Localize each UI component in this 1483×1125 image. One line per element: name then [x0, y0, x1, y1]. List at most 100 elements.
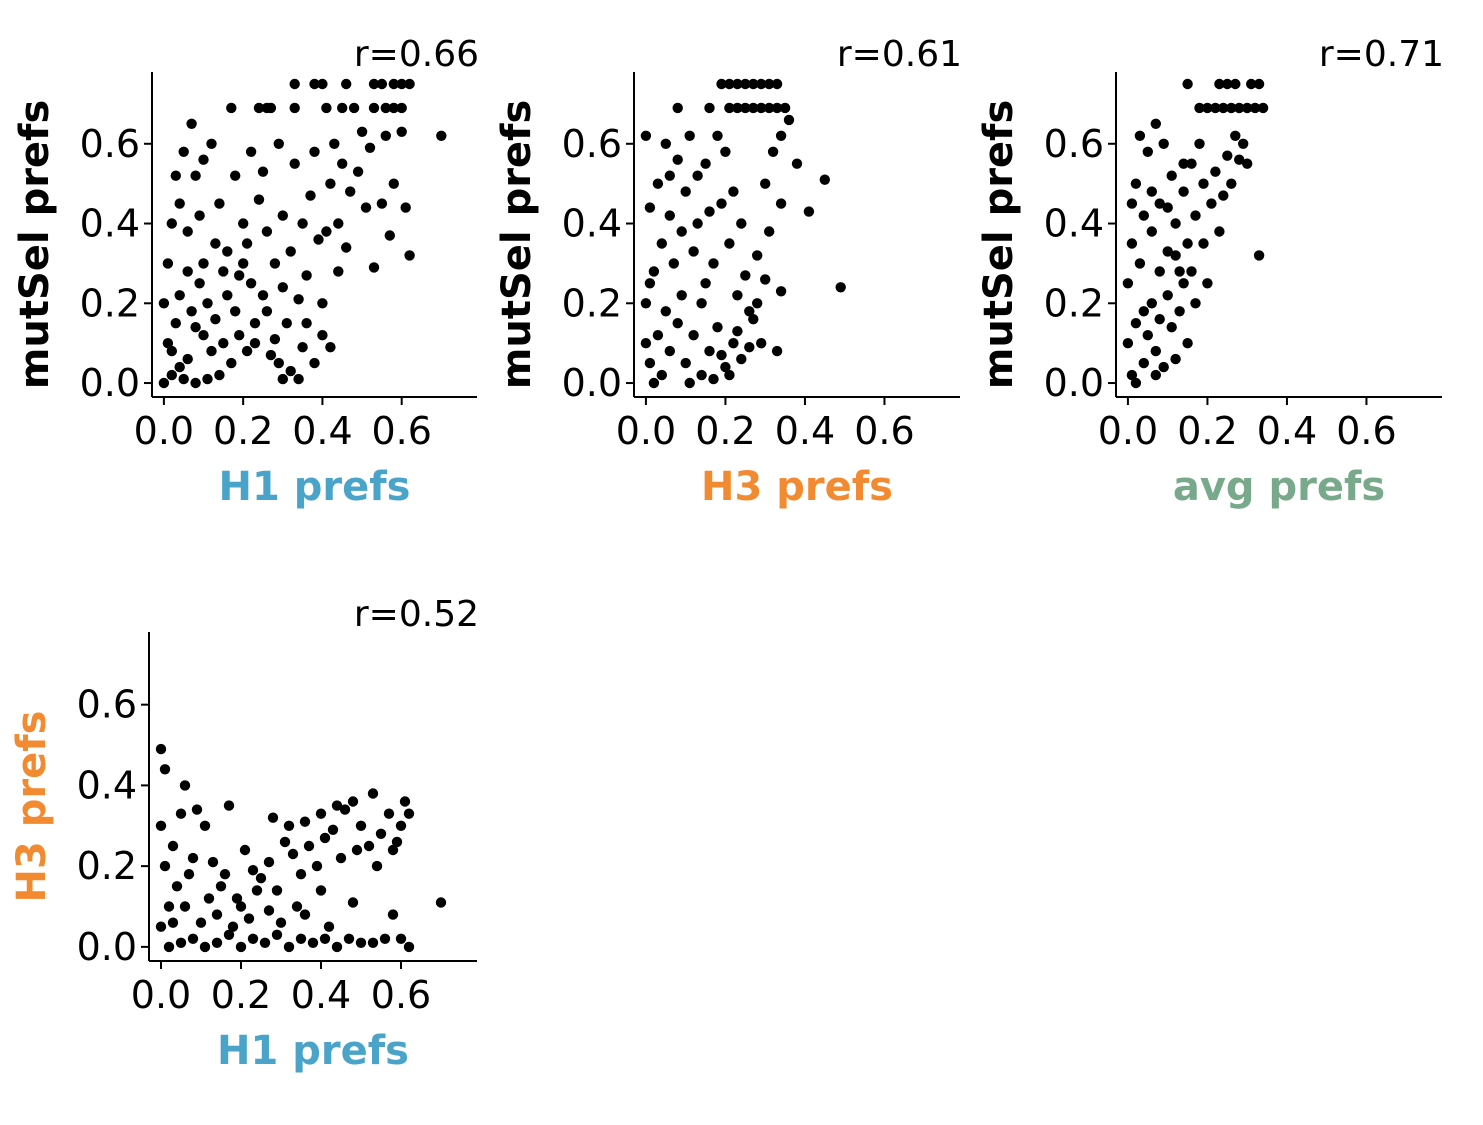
- data-point: [190, 170, 201, 181]
- data-point: [1162, 202, 1173, 213]
- data-point: [676, 290, 687, 301]
- data-point: [1234, 154, 1245, 165]
- x-tick-label: 0.4: [1257, 409, 1317, 453]
- data-point: [174, 290, 185, 301]
- data-point: [285, 246, 296, 257]
- data-point: [1222, 78, 1233, 90]
- data-point: [644, 202, 656, 213]
- data-point: [724, 102, 735, 114]
- data-point: [716, 198, 727, 209]
- data-point: [162, 338, 174, 349]
- y-axis-title: H3 prefs: [9, 711, 55, 903]
- data-point: [1146, 186, 1158, 197]
- data-point: [355, 937, 367, 948]
- scatter-panel-3: 0.0 0.2 0.4 0.6 0.0 0.2 0.4 0.6 avg prefs mutSel …: [976, 34, 1444, 510]
- data-point: [700, 158, 711, 169]
- data-point: [1150, 369, 1162, 381]
- data-point: [285, 365, 296, 377]
- x-axis-title: H3 prefs: [701, 464, 893, 510]
- data-point: [249, 318, 261, 329]
- data-point: [198, 258, 209, 269]
- data-point: [166, 218, 177, 229]
- data-point: [1182, 338, 1193, 349]
- data-point: [253, 102, 265, 114]
- data-point: [435, 897, 447, 908]
- data-point: [664, 210, 675, 221]
- data-point: [696, 369, 707, 381]
- data-point: [223, 929, 235, 940]
- scatter-panel-1: 0.0 0.2 0.4 0.6 0.0 0.2 0.4 0.6 H1 prefs mutSel p…: [12, 34, 479, 510]
- data-point: [680, 357, 691, 369]
- data-point: [1214, 226, 1225, 237]
- x-tick-label: 0.4: [291, 973, 351, 1017]
- data-point: [1126, 369, 1138, 381]
- data-point: [672, 318, 683, 329]
- data-point: [301, 270, 312, 281]
- data-point: [640, 338, 652, 349]
- data-point: [319, 933, 331, 944]
- scatter-panel-2: 0.0 0.2 0.4 0.6 0.0 0.2 0.4 0.6 H3 prefs mutSel p…: [494, 34, 962, 510]
- data-point: [355, 820, 367, 831]
- data-point: [245, 278, 257, 289]
- data-point: [1242, 158, 1253, 169]
- data-point: [656, 238, 667, 249]
- data-point: [265, 349, 277, 361]
- data-point: [664, 170, 675, 181]
- y-tick-label: 0.6: [562, 122, 622, 166]
- data-point: [259, 937, 271, 948]
- data-point: [388, 102, 399, 114]
- data-point: [775, 286, 787, 297]
- data-point: [273, 138, 284, 149]
- data-point: [297, 218, 308, 229]
- data-point: [277, 282, 288, 293]
- data-point: [652, 330, 664, 341]
- data-point: [1138, 357, 1150, 369]
- data-point: [779, 102, 791, 114]
- data-point: [299, 816, 311, 827]
- x-tick-label: 0.0: [131, 973, 191, 1017]
- data-point: [207, 856, 219, 868]
- data-point: [1170, 250, 1181, 261]
- data-point: [371, 860, 383, 872]
- correlation-label: r=0.71: [1319, 34, 1444, 75]
- data-point: [756, 338, 767, 349]
- data-point: [170, 170, 181, 181]
- data-point: [380, 102, 391, 114]
- x-tick-label: 0.4: [775, 409, 835, 453]
- data-point: [1186, 266, 1197, 277]
- data-point: [182, 266, 193, 277]
- data-point: [341, 242, 352, 253]
- data-point: [1162, 290, 1173, 301]
- data-point: [692, 170, 703, 181]
- data-point: [277, 373, 288, 385]
- data-point: [253, 194, 265, 205]
- data-point: [333, 218, 344, 229]
- data-point: [403, 808, 415, 819]
- data-point: [210, 238, 221, 249]
- data-point: [1154, 198, 1165, 209]
- data-point: [289, 102, 300, 114]
- data-point: [277, 210, 288, 221]
- data-point: [166, 345, 177, 357]
- data-point: [400, 202, 411, 213]
- data-point: [368, 102, 380, 114]
- data-point: [700, 278, 711, 289]
- data-point: [182, 226, 193, 237]
- data-point: [179, 901, 191, 912]
- data-point: [1246, 78, 1257, 90]
- data-point: [704, 206, 715, 217]
- data-point: [1158, 138, 1169, 149]
- data-point: [732, 326, 743, 337]
- x-tick-label: 0.0: [1098, 409, 1158, 453]
- data-point: [155, 820, 167, 831]
- data-point: [760, 274, 771, 285]
- data-point: [178, 373, 189, 385]
- data-point: [249, 338, 261, 349]
- data-point: [648, 377, 660, 389]
- data-point: [202, 298, 213, 309]
- data-point: [167, 917, 179, 928]
- data-point: [1198, 178, 1209, 189]
- y-tick-label: 0.4: [80, 202, 140, 246]
- data-point: [347, 796, 359, 807]
- data-point: [396, 102, 407, 114]
